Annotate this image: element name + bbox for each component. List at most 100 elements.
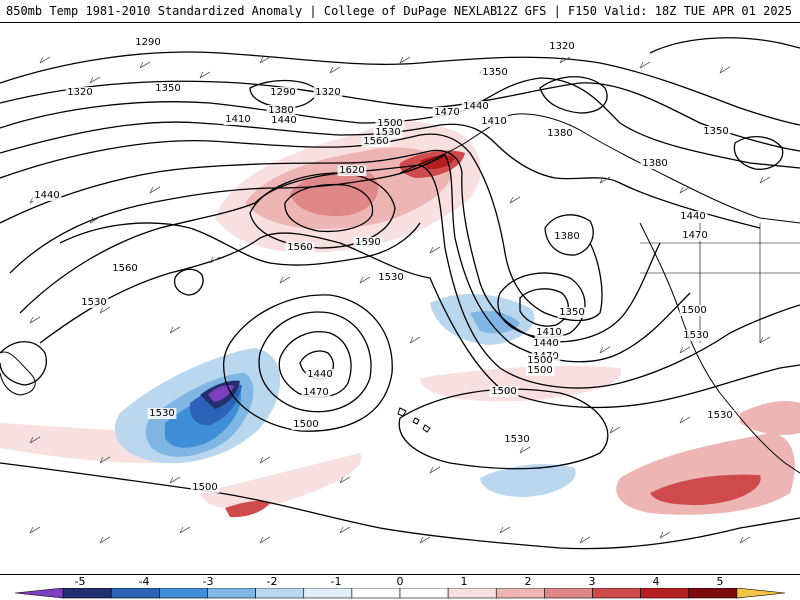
- contour-label: 1380: [642, 158, 667, 169]
- contour-label-bg: [133, 37, 163, 48]
- contour-label: 1500: [293, 419, 318, 430]
- contour-label-bg: [376, 272, 406, 283]
- contour-label-bg: [147, 408, 177, 419]
- color-bar-segment: [207, 588, 256, 599]
- contour-east-high-1380: [544, 214, 594, 256]
- height-contours: [0, 37, 800, 550]
- color-bar-segment: [14, 588, 64, 599]
- wind-barbs-row-3: [29, 306, 771, 354]
- color-bar-segment: [592, 588, 641, 599]
- contour-1290: [0, 51, 800, 126]
- contour-north-1320: [539, 76, 608, 114]
- color-bar-segment: [495, 588, 545, 599]
- contour-label: 1590: [355, 237, 380, 248]
- contour-label: 1410: [536, 327, 561, 338]
- contour-label-bg: [479, 116, 509, 127]
- contour-label: 1500: [527, 365, 552, 376]
- contour-1620: [284, 183, 374, 233]
- contour-label: 1560: [363, 136, 388, 147]
- color-bar-segment: [688, 588, 738, 599]
- state-borders: [640, 223, 800, 343]
- warm-anomaly-mexico-strong: [650, 474, 761, 505]
- contour-label: 1290: [270, 87, 295, 98]
- warm-anomaly-tropical-band: [200, 453, 362, 509]
- warm-anomaly-spot: [225, 500, 270, 518]
- contour-label-bg: [640, 158, 670, 169]
- contour-label-bg: [552, 231, 582, 242]
- contour-label-bg: [223, 114, 253, 125]
- legend-tick-label: -1: [330, 575, 342, 588]
- contour-label-bg: [531, 338, 561, 349]
- legend-tick-label: 0: [396, 575, 404, 588]
- contour-label: 1410: [225, 114, 250, 125]
- contour-label-bg: [110, 263, 140, 274]
- anomaly-map: 1290 1320 1350 1290 1320 1380 1410 1440 1350 1320…: [0, 22, 800, 575]
- contour-label: 1530: [378, 272, 403, 283]
- legend-tick-label: -4: [138, 575, 150, 588]
- contour-label-bg: [489, 386, 519, 397]
- hawaii-islands: [397, 407, 431, 433]
- contour-label-bg: [269, 115, 299, 126]
- color-bar-segment: [399, 588, 449, 599]
- contour-1500: [19, 164, 800, 389]
- contour-label-bg: [461, 101, 491, 112]
- contour-1380: [0, 121, 761, 229]
- contour-label-bg: [32, 190, 62, 201]
- contour-label: 1500: [681, 305, 706, 316]
- contour-label-bg: [153, 83, 183, 94]
- alaska-coast: [399, 113, 800, 224]
- contour-label-bg: [679, 305, 709, 316]
- contour-label-bg: [79, 297, 109, 308]
- contour-label: 1500: [192, 482, 217, 493]
- contour-label: 1500: [377, 118, 402, 129]
- contour-label: 1410: [481, 116, 506, 127]
- contour-label-bg: [557, 307, 587, 318]
- contour-low-1470: [223, 294, 393, 432]
- contour-label-bg: [502, 434, 532, 445]
- west-coast-north-america: [639, 222, 800, 474]
- contour-label-bg: [337, 165, 367, 176]
- contour-label: 1560: [112, 263, 137, 274]
- contour-label: 1440: [463, 101, 488, 112]
- contour-label: 1440: [271, 115, 296, 126]
- contour-label: 1440: [307, 369, 332, 380]
- asia-coast: [0, 351, 36, 396]
- color-bar-segment: [110, 588, 160, 599]
- contour-label-bg: [313, 87, 343, 98]
- anomaly-shading: [0, 121, 800, 518]
- wind-barbs-row-1: [39, 56, 731, 84]
- contour-label: 1620: [339, 165, 364, 176]
- contour-label: 1350: [155, 83, 180, 94]
- color-bar-segment: [159, 588, 208, 599]
- contour-label-bg: [681, 330, 711, 341]
- contour-label: 1440: [680, 211, 705, 222]
- contour-label: 1320: [67, 87, 92, 98]
- contour-northeast: [649, 37, 800, 54]
- color-bar-segment: [255, 588, 305, 599]
- legend-tick-label: 3: [588, 575, 596, 588]
- contour-1410: [0, 133, 603, 322]
- wind-barbs-row-4: [29, 416, 691, 484]
- legend-tick-label: -5: [74, 575, 86, 588]
- cold-anomaly-extreme: [208, 385, 234, 402]
- contour-label-bg: [534, 327, 564, 338]
- contour-label: 1380: [268, 105, 293, 116]
- contour-label-bg: [375, 118, 405, 129]
- contour-1440: [0, 149, 661, 343]
- contour-label-bg: [545, 128, 575, 139]
- contour-label: 1440: [34, 190, 59, 201]
- contour-1500-south: [0, 462, 800, 550]
- legend-tick-label: 2: [524, 575, 532, 588]
- cold-anomaly-tropics: [480, 464, 576, 497]
- contour-label: 1530: [149, 408, 174, 419]
- warm-anomaly-coast: [740, 401, 800, 435]
- contour-label: 1380: [554, 231, 579, 242]
- contour-label: 1500: [491, 386, 516, 397]
- contour-label-bg: [305, 369, 335, 380]
- contour-label-bg: [266, 105, 296, 116]
- contour-1530: [39, 232, 800, 409]
- legend-tick-label: 5: [716, 575, 724, 588]
- contour-label-bg: [301, 387, 331, 398]
